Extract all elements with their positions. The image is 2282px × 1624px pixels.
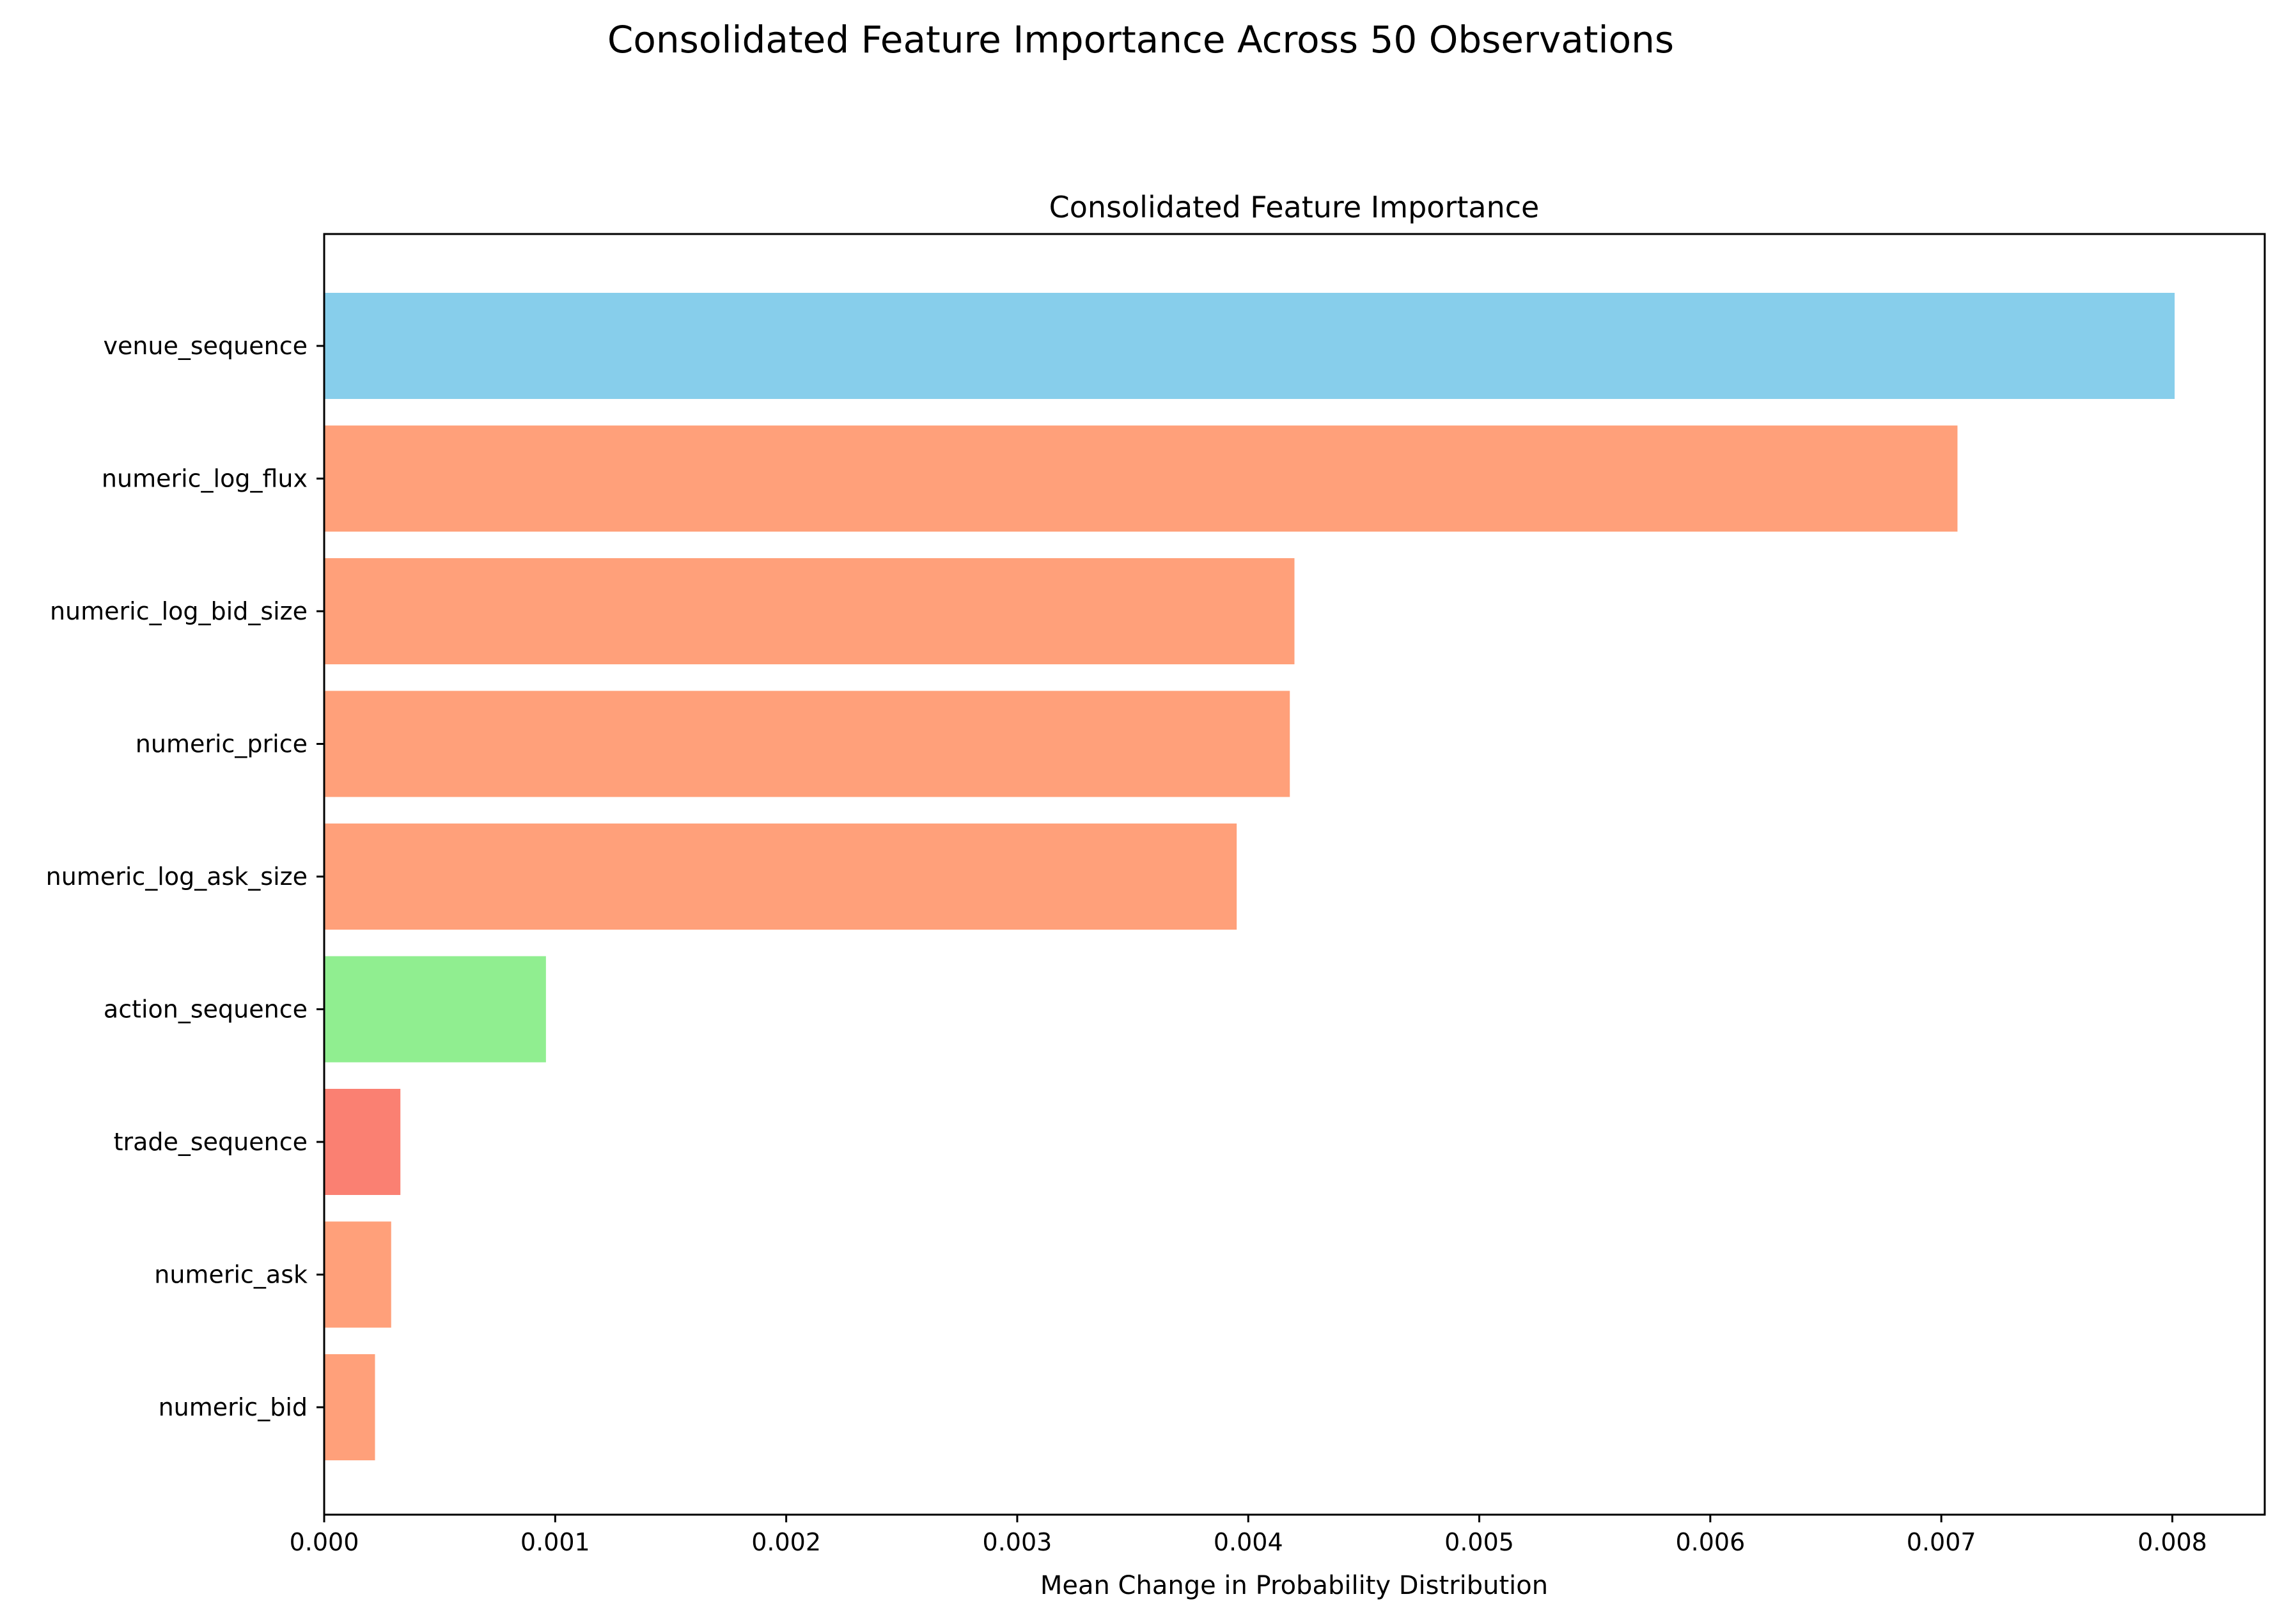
bar-venue-sequence [324, 293, 2175, 399]
y-tick-label: numeric_log_bid_size [50, 597, 308, 625]
y-tick-label: venue_sequence [103, 332, 308, 360]
x-tick-label: 0.008 [2137, 1528, 2207, 1556]
x-tick-label: 0.005 [1444, 1528, 1514, 1556]
y-tick-label: numeric_price [136, 730, 308, 758]
x-axis-ticks: 0.000 0.001 0.002 0.003 0.004 0.005 0.006 0.007… [290, 1515, 2207, 1556]
x-tick-label: 0.006 [1675, 1528, 1745, 1556]
bar-group [324, 293, 2175, 1460]
axes-frame [323, 233, 2266, 1516]
x-tick-label: 0.002 [751, 1528, 821, 1556]
bar-numeric-price [324, 691, 1290, 797]
x-tick-label: 0.003 [983, 1528, 1052, 1556]
y-tick-label: trade_sequence [114, 1128, 308, 1156]
bar-numeric-bid [324, 1354, 375, 1460]
bar-numeric-log-bid-size [324, 558, 1295, 664]
bar-numeric-ask [324, 1221, 391, 1328]
figure-title: Consolidated Feature Importance Across 5… [607, 18, 1674, 61]
y-axis-ticks: venue_sequence numeric_log_flux numeric_lo… [46, 332, 324, 1421]
chart-title: Consolidated Feature Importance [1049, 190, 1540, 224]
x-axis-label: Mean Change in Probability Distribution [1040, 1571, 1548, 1600]
bar-action-sequence [324, 956, 546, 1063]
x-tick-label: 0.000 [290, 1528, 359, 1556]
bar-numeric-log-flux [324, 425, 1958, 532]
y-tick-label: numeric_log_ask_size [46, 863, 308, 891]
x-tick-label: 0.007 [1907, 1528, 1976, 1556]
y-tick-label: numeric_log_flux [102, 465, 308, 493]
x-tick-label: 0.001 [520, 1528, 590, 1556]
bar-trade-sequence [324, 1089, 401, 1195]
y-tick-label: numeric_bid [159, 1393, 308, 1421]
x-tick-label: 0.004 [1214, 1528, 1283, 1556]
y-tick-label: numeric_ask [154, 1261, 308, 1289]
y-tick-label: action_sequence [104, 995, 308, 1024]
bar-numeric-log-ask-size [324, 824, 1237, 930]
